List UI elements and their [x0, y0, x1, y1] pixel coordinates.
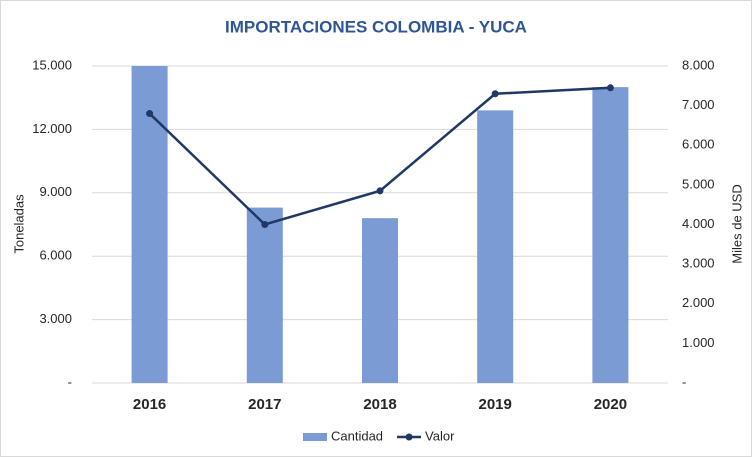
- y2-tick-label: 1.000: [682, 335, 715, 350]
- x-tick-label: 2019: [479, 396, 512, 413]
- x-tick-label: 2018: [363, 396, 396, 413]
- legend-label: Cantidad: [331, 428, 383, 443]
- x-tick-label: 2016: [133, 396, 166, 413]
- line-marker: [261, 221, 269, 228]
- y2-tick-label: -: [682, 374, 686, 389]
- legend-marker: [405, 433, 413, 441]
- y2-tick-label: 5.000: [682, 176, 715, 191]
- y-tick-label: 9.000: [39, 184, 72, 199]
- legend-label: Valor: [425, 428, 455, 443]
- bar: [362, 218, 398, 383]
- y-tick-label: 6.000: [39, 248, 72, 263]
- line-marker: [376, 187, 384, 195]
- y-tick-label: 15.000: [32, 57, 72, 72]
- x-tick-label: 2020: [594, 396, 627, 413]
- y-tick-label: -: [68, 374, 72, 389]
- y2-tick-label: 6.000: [682, 137, 715, 152]
- bar: [246, 207, 283, 383]
- y-axis-label: Toneladas: [11, 194, 26, 254]
- line-marker: [146, 110, 154, 118]
- y2-tick-label: 4.000: [682, 216, 715, 231]
- x-tick-label: 2017: [248, 396, 281, 413]
- y2-tick-label: 2.000: [682, 295, 715, 310]
- line-marker: [606, 84, 614, 92]
- y2-tick-label: 7.000: [682, 97, 715, 112]
- bar: [477, 110, 514, 383]
- bar: [131, 66, 168, 383]
- legend-swatch: [303, 433, 327, 441]
- y-tick-label: 12.000: [32, 121, 72, 136]
- y2-tick-label: 8.000: [682, 57, 715, 72]
- y2-axis-label: Miles de USD: [729, 184, 744, 263]
- y2-tick-label: 3.000: [682, 256, 715, 271]
- chart-title: IMPORTACIONES COLOMBIA - YUCA: [225, 17, 527, 36]
- line-marker: [491, 90, 499, 98]
- bar: [592, 87, 629, 383]
- y-tick-label: 3.000: [39, 311, 72, 326]
